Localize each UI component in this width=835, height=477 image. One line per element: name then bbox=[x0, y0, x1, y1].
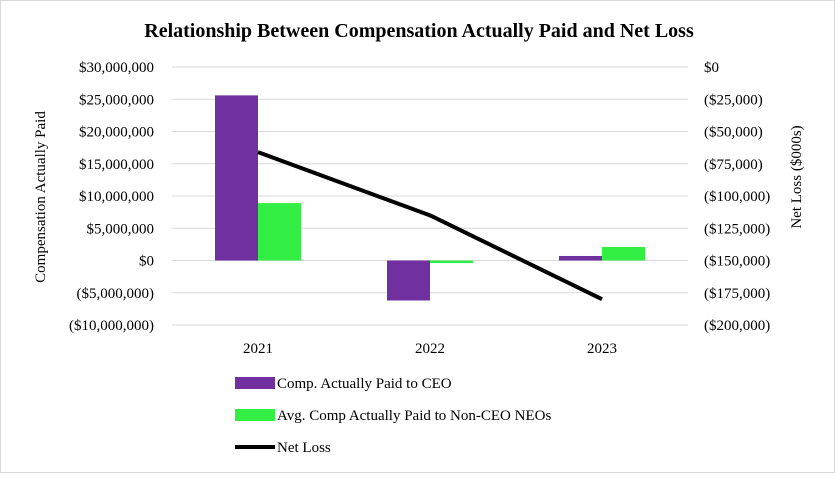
right-tick-label: ($125,000) bbox=[704, 221, 770, 237]
right-tick-label: ($175,000) bbox=[704, 286, 770, 302]
legend-label: Net Loss bbox=[277, 440, 331, 456]
right-tick-label: ($25,000) bbox=[704, 92, 763, 108]
legend-label: Comp. Actually Paid to CEO bbox=[277, 376, 452, 392]
left-axis-ticks: $30,000,000 $25,000,000 $20,000,000 $15,000… bbox=[69, 60, 154, 334]
left-tick-label: $5,000,000 bbox=[87, 221, 155, 237]
bars bbox=[215, 95, 645, 301]
right-axis-ticks: $0 ($25,000) ($50,000) ($75,000) ($100,000) (… bbox=[704, 60, 770, 334]
right-tick-label: ($150,000) bbox=[704, 254, 770, 270]
left-tick-label: $10,000,000 bbox=[79, 189, 154, 205]
legend-swatch bbox=[235, 377, 275, 389]
bar-avg-comp-actually-paid-to-non-ceo-neos-2021 bbox=[258, 203, 301, 261]
legend: Comp. Actually Paid to CEO Avg. Comp Actu… bbox=[235, 376, 551, 456]
net-loss-line-group bbox=[257, 150, 603, 301]
left-tick-label: $15,000,000 bbox=[79, 157, 154, 173]
x-tick-label: 2021 bbox=[243, 341, 273, 357]
left-axis-title: Compensation Actually Paid bbox=[33, 111, 49, 283]
left-tick-label: ($10,000,000) bbox=[69, 318, 154, 334]
bar-comp-actually-paid-to-ceo-2022 bbox=[387, 260, 430, 301]
x-tick-label: 2023 bbox=[587, 341, 617, 357]
bar-avg-comp-actually-paid-to-non-ceo-neos-2023 bbox=[602, 246, 645, 261]
right-tick-label: ($100,000) bbox=[704, 189, 770, 205]
x-tick-label: 2022 bbox=[415, 341, 445, 357]
bar-comp-actually-paid-to-ceo-2021 bbox=[215, 95, 258, 261]
left-tick-label: ($5,000,000) bbox=[77, 286, 155, 302]
bar-avg-comp-actually-paid-to-non-ceo-neos-2022 bbox=[430, 260, 473, 264]
left-tick-label: $20,000,000 bbox=[79, 125, 154, 141]
right-tick-label: $0 bbox=[704, 60, 719, 76]
right-tick-label: ($50,000) bbox=[704, 125, 763, 141]
legend-swatch bbox=[235, 409, 275, 421]
left-tick-label: $25,000,000 bbox=[79, 92, 154, 108]
right-axis-title: Net Loss ($000s) bbox=[789, 125, 805, 228]
right-tick-label: ($200,000) bbox=[704, 318, 770, 334]
bar-comp-actually-paid-to-ceo-2023 bbox=[559, 255, 602, 261]
left-tick-label: $0 bbox=[139, 254, 154, 270]
legend-label: Avg. Comp Actually Paid to Non-CEO NEOs bbox=[277, 408, 551, 424]
left-tick-label: $30,000,000 bbox=[79, 60, 154, 76]
net-loss-line bbox=[257, 150, 603, 301]
right-tick-label: ($75,000) bbox=[704, 157, 763, 173]
chart-title: Relationship Between Compensation Actual… bbox=[144, 20, 694, 42]
x-axis-ticks: 2021 2022 2023 bbox=[243, 341, 617, 357]
